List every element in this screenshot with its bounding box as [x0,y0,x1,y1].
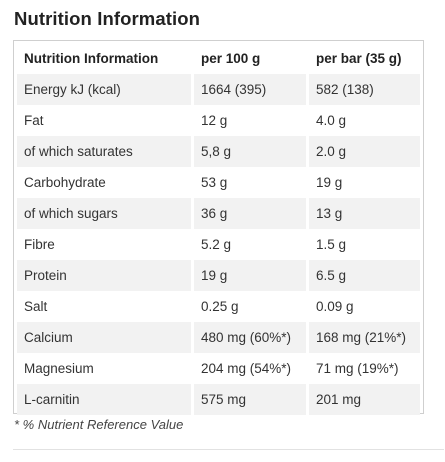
nutrient-name: Salt [17,291,194,322]
value-per-100g: 480 mg (60%*) [194,322,309,353]
nutrient-name: Calcium [17,322,194,353]
value-per-bar: 201 mg [309,384,420,415]
value-per-bar: 13 g [309,198,420,229]
nutrient-name: Protein [17,260,194,291]
divider [13,449,444,450]
value-per-bar: 6.5 g [309,260,420,291]
table-header-row: Nutrition Information per 100 g per bar … [17,43,420,74]
value-per-bar: 2.0 g [309,136,420,167]
value-per-100g: 575 mg [194,384,309,415]
value-per-100g: 5.2 g [194,229,309,260]
value-per-100g: 36 g [194,198,309,229]
nutrition-table: Nutrition Information per 100 g per bar … [17,43,420,415]
nutrient-name: Fibre [17,229,194,260]
table-row: of which sugars 36 g 13 g [17,198,420,229]
table-row: Fat 12 g 4.0 g [17,105,420,136]
table-row: Protein 19 g 6.5 g [17,260,420,291]
nutrient-name: Energy kJ (kcal) [17,74,194,105]
nutrient-name: L-carnitin [17,384,194,415]
nutrient-name: of which sugars [17,198,194,229]
table-row: Magnesium 204 mg (54%*) 71 mg (19%*) [17,353,420,384]
column-header-per-100g: per 100 g [194,43,309,74]
table-row: L-carnitin 575 mg 201 mg [17,384,420,415]
column-header-per-bar: per bar (35 g) [316,51,402,66]
value-per-bar: 71 mg (19%*) [316,361,399,376]
column-header-nutrient: Nutrition Information [17,43,194,74]
nutrient-name: Fat [17,105,194,136]
table-row: of which saturates 5,8 g 2.0 g [17,136,420,167]
nutrient-name: of which saturates [17,136,194,167]
value-per-100g: 5,8 g [194,136,309,167]
value-per-bar: 4.0 g [316,113,347,128]
table-row: Fibre 5.2 g 1.5 g [17,229,420,260]
value-per-100g: 12 g [194,105,309,136]
nutrition-table-container: Nutrition Information per 100 g per bar … [13,40,424,415]
table-row: Energy kJ (kcal) 1664 (395) 582 (138) [17,74,420,105]
page-title: Nutrition Information [14,8,201,29]
value-per-100g: 1664 (395) [194,74,309,105]
nutrient-name: Magnesium [17,353,194,384]
value-per-100g: 204 mg (54%*) [194,353,309,384]
value-per-bar: 582 (138) [309,74,420,105]
footnote: * % Nutrient Reference Value [14,417,184,432]
value-per-bar: 0.09 g [316,299,354,314]
value-per-bar: 19 g [316,175,343,190]
nutrient-name: Carbohydrate [17,167,194,198]
value-per-bar: 1.5 g [316,237,347,252]
table-row: Calcium 480 mg (60%*) 168 mg (21%*) [17,322,420,353]
value-per-bar: 168 mg (21%*) [309,322,420,353]
value-per-100g: 53 g [194,167,309,198]
table-row: Carbohydrate 53 g 19 g [17,167,420,198]
table-row: Salt 0.25 g 0.09 g [17,291,420,322]
value-per-100g: 0.25 g [194,291,309,322]
value-per-100g: 19 g [194,260,309,291]
